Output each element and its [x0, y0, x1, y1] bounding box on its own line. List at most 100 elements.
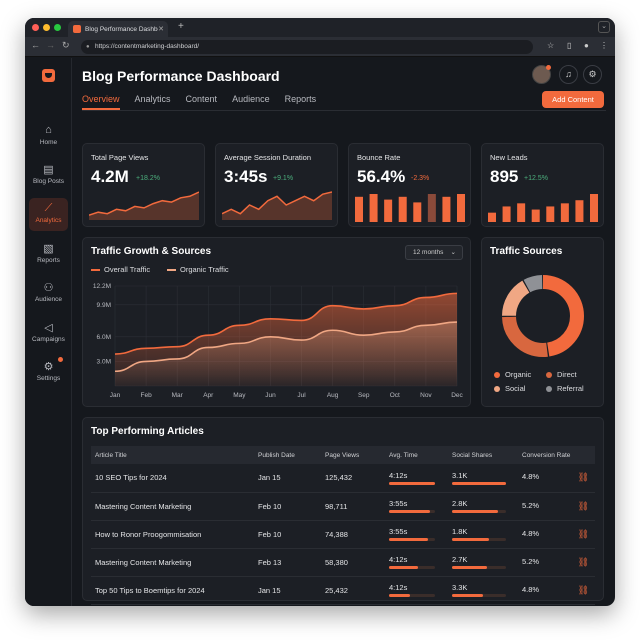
users-icon: ⚇ [43, 282, 54, 294]
table-row[interactable]: 10 SEO Tips for 2024 Jan 15 125,432 4:12s 3.… [91, 464, 595, 493]
browser-window: Blog Performance Dashboard ✕ + ⌄ ← → ↻ ●… [25, 18, 615, 606]
column-header: Social Shares [448, 446, 518, 464]
link-icon[interactable]: ⛓ [577, 472, 589, 483]
sidebar-item-settings[interactable]: ⚙ Settings [29, 356, 68, 389]
legend-label: Organic [505, 370, 532, 379]
shares-fill [452, 481, 506, 485]
maximize-window-button[interactable] [54, 24, 61, 31]
legend-referral: Referral [546, 384, 584, 393]
kpi-value: 56.4% [357, 167, 406, 186]
add-content-button[interactable]: Add Content [542, 91, 604, 108]
conversion-cell: 5.2% ⛓ [518, 492, 595, 521]
tab-content[interactable]: Content [185, 94, 218, 104]
sparkline-line [89, 191, 199, 216]
tab-overview[interactable]: Overview [82, 94, 120, 110]
article-title[interactable]: Mastering Content Marketing [91, 548, 254, 577]
traffic-growth-card: Traffic Growth & Sources 12 months ⌄ Over… [82, 237, 471, 407]
home-icon: ⌂ [45, 124, 52, 136]
sources-donut-chart [502, 275, 584, 357]
kpi-sparkline [89, 191, 199, 220]
x-tick-label: Dec [451, 392, 463, 399]
x-tick-label: Mar [172, 392, 184, 399]
minimize-window-button[interactable] [43, 24, 50, 31]
back-icon[interactable]: ← [31, 40, 40, 50]
page-views: 25,432 [321, 576, 385, 605]
link-icon[interactable]: ⛓ [577, 528, 589, 539]
profile-icon[interactable]: ● [584, 41, 589, 50]
table-row[interactable]: How to Ronor Proogommisation Feb 10 74,388… [91, 520, 595, 549]
notifications-button[interactable]: ♫ [559, 65, 578, 84]
page-views: 98,711 [321, 492, 385, 521]
chart-icon: ⟋ [44, 202, 53, 214]
browser-menu-icon[interactable]: ⋮ [600, 41, 608, 50]
shares-bar [452, 481, 506, 485]
publish-date: Feb 10 [254, 492, 321, 521]
article-title[interactable]: Mastering Content Marketing [91, 492, 254, 521]
article-title[interactable]: 10 SEO Tips for 2024 [91, 464, 254, 493]
social-shares-cell: 1.8K [448, 520, 518, 549]
x-tick-label: Apr [203, 392, 214, 399]
browser-tab[interactable]: Blog Performance Dashboard ✕ [68, 21, 168, 37]
x-tick-label: Jun [265, 392, 276, 399]
avg-time-bar [389, 566, 435, 569]
table-row[interactable]: Top 50 Tips to Boemtips for 2024 Jan 15 25… [91, 576, 595, 605]
tab-audience[interactable]: Audience [232, 94, 270, 104]
settings-button[interactable]: ⚙ [583, 65, 602, 84]
kpi-bar [531, 209, 540, 222]
legend-label: Organic Traffic [180, 265, 229, 274]
kpi-bar [546, 206, 555, 222]
kpi-delta: +12.5% [524, 175, 548, 182]
social-shares: 3.3K [452, 583, 468, 592]
new-tab-icon[interactable]: + [178, 21, 184, 32]
kpi-card-bounce-rate: Bounce Rate 56.4% -2.3% [348, 143, 471, 227]
traffic-title: Traffic Growth & Sources [91, 246, 212, 257]
avg-time-fill [389, 481, 435, 485]
social-shares-cell: 2.7K [448, 548, 518, 577]
close-window-button[interactable] [32, 24, 39, 31]
kpi-title: Total Page Views [91, 153, 149, 162]
avg-time-bar [389, 594, 435, 597]
sidebar-item-label: Reports [37, 257, 60, 264]
kpi-bar [355, 196, 363, 222]
kpi-delta: -2.3% [411, 175, 430, 182]
tab-analytics[interactable]: Analytics [134, 94, 171, 104]
legend-swatch [91, 268, 100, 271]
article-title[interactable]: How to Ronor Proogommisation [91, 520, 254, 549]
series-line-organic [114, 321, 458, 373]
sidebar-item-audience[interactable]: ⚇ Audience [29, 277, 68, 310]
table-row[interactable]: Mastering Content Marketing Feb 13 58,380 4… [91, 548, 595, 577]
bookmark-icon[interactable]: ☆ [547, 41, 555, 50]
x-tick-label: May [233, 392, 246, 399]
social-shares-cell: 3.3K [448, 576, 518, 605]
link-icon[interactable]: ⛓ [577, 556, 589, 567]
sidebar-toggle-icon[interactable]: ▯ [567, 41, 572, 50]
legend-label: Overall Traffic [104, 265, 151, 274]
article-title[interactable]: Top 50 Tips to Boemtips for 2024 [91, 576, 254, 605]
sidebar-item-reports[interactable]: ▧ Reports [29, 238, 68, 271]
range-select[interactable]: 12 months ⌄ [405, 245, 463, 260]
sidebar-item-home[interactable]: ⌂ Home [29, 120, 68, 153]
url-input[interactable]: ● https://contentmarketing-dashboard/ [81, 40, 533, 54]
kpi-title: Bounce Rate [357, 153, 401, 162]
link-icon[interactable]: ⛓ [577, 500, 589, 511]
close-tab-icon[interactable]: ✕ [158, 26, 164, 33]
x-tick-label: Oct [390, 392, 400, 399]
sidebar-item-blog-posts[interactable]: ▤ Blog Posts [29, 159, 68, 192]
shares-fill [452, 510, 498, 513]
conversion-rate: 4.8% [522, 584, 540, 594]
link-icon[interactable]: ⛓ [577, 584, 589, 595]
publish-date: Feb 10 [254, 520, 321, 549]
avg-time-cell: 3:55s [385, 492, 448, 521]
sidebar: ⌂ Home ▤ Blog Posts ⟋ Analytics ▧ Report… [25, 58, 72, 606]
app-logo-icon[interactable] [42, 69, 55, 82]
sidebar-item-campaigns[interactable]: ◁ Campaigns [29, 317, 68, 350]
forward-icon[interactable]: → [46, 40, 55, 50]
avg-time: 4:12s [389, 555, 408, 564]
sidebar-item-analytics[interactable]: ⟋ Analytics [29, 198, 68, 231]
tab-menu-icon[interactable]: ⌄ [598, 21, 610, 33]
table-row[interactable]: Mastering Content Marketing Feb 10 98,711 3… [91, 492, 595, 521]
avatar[interactable] [532, 65, 551, 84]
reload-icon[interactable]: ↻ [62, 40, 70, 50]
tab-reports[interactable]: Reports [284, 94, 317, 104]
kpi-bar [384, 199, 393, 222]
